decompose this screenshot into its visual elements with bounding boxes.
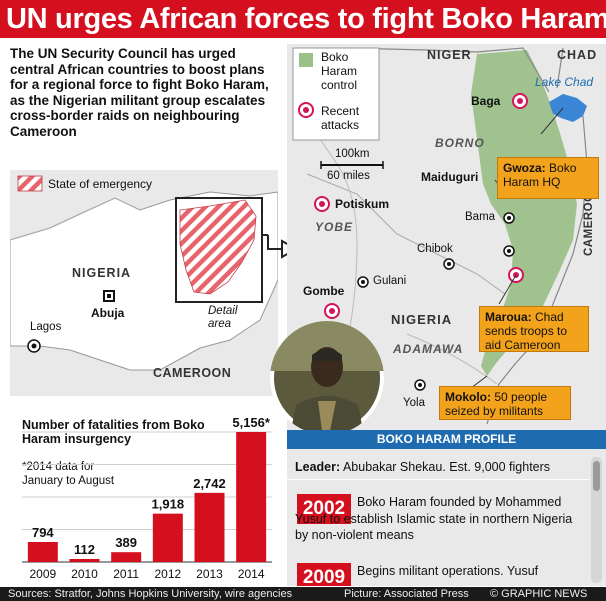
chart-category-label-2009: 2009 [29,567,56,581]
footer-picture-credit: Picture: Associated Press [344,588,469,600]
callout-mokolo-place: Mokolo: [445,390,491,404]
timeline-text-2002: Boko Haram founded by Mohammed Yusuf to … [295,495,573,542]
chart-category-label-2012: 2012 [154,567,181,581]
map-label-yobe: YOBE [315,220,354,234]
callout-maroua-text: Chad sends troops to aid Cameroon [485,310,568,352]
inset-map: State of emergency NIGERIA Abuja Lagos C… [10,170,278,396]
inset-label-nigeria: NIGERIA [72,266,132,280]
inset-label-cameroon: CAMEROON [153,366,232,380]
page-title: UN urges African forces to fight Boko Ha… [6,3,606,35]
chart-value-label-2014: 5,156* [232,415,271,430]
profile-heading: BOKO HARAM PROFILE [287,430,606,449]
map-city-gulani: Gulani [373,275,407,287]
chart-category-label-2013: 2013 [196,567,223,581]
legend-control-label: Boko Haram control [321,50,358,92]
chart-value-label-2009: 794 [32,525,54,540]
map-city-bama: Bama [465,211,496,223]
leader-photo [270,321,384,435]
timeline-year-2002: 2002 [297,494,351,524]
chart-value-label-2011: 389 [115,535,137,550]
map-city-maiduguri: Maiduguri [421,170,479,184]
map-city-potiskum: Potiskum [335,197,390,211]
map-label-adamawa: ADAMAWA [393,342,464,356]
callout-gwoza-place: Gwoza: [503,161,546,175]
scale-km: 100km [335,148,370,160]
profile-leader-label: Leader: [295,460,341,474]
map-label-chad: CHAD [557,48,598,62]
map-label-niger: NIGER [427,48,472,62]
chart-bar-2013 [194,492,225,562]
fatalities-chart: Number of fatalities from Boko Haram ins… [10,404,278,586]
profile-divider [287,479,589,480]
chart-plot: 794 2009 112 2010 389 2011 1,918 2012 2,742 2013 5… [22,415,272,581]
footer-graphic-news: © GRAPHIC NEWS [490,588,588,600]
profile-leader-text: Abubakar Shekau. Est. 9,000 fighters [342,460,551,474]
map-city-yola: Yola [403,397,425,409]
callout-mokolo: Mokolo: 50 people seized by militants [439,386,571,420]
legend-attack-icon [298,102,314,118]
callout-gwoza-text: Boko Haram HQ [503,161,577,189]
callout-gwoza: Gwoza: Boko Haram HQ [497,157,599,199]
chart-category-label-2014: 2014 [238,567,265,581]
intro-text: The UN Security Council has urged centra… [10,46,269,139]
map-city-baga: Baga [471,94,501,108]
profile-panel: Leader: Abubakar Shekau. Est. 9,000 figh… [287,449,606,586]
profile-scrollbar[interactable] [591,457,602,583]
chart-bar-2014 [236,432,267,562]
map-label-borno: BORNO [435,136,485,150]
callout-maroua: Maroua: Chad sends troops to aid Cameroo… [479,306,589,352]
inset-map-graphic [10,175,278,371]
timeline-text-2009: Begins militant operations. Yusuf [357,564,539,578]
chart-title: Number of fatalities from Boko Haram ins… [22,418,205,446]
chart-value-label-2013: 2,742 [193,476,226,491]
chart-bar-2010 [69,559,100,562]
profile-scroll-thumb[interactable] [593,461,600,491]
inset-label-detail-area: Detail area [208,305,238,330]
timeline-year-2009: 2009 [297,563,351,586]
map-label-nigeria: NIGERIA [391,312,453,327]
chart-bar-2011 [111,552,142,562]
scale-miles: 60 miles [327,170,370,182]
main-map: Boko Haram control Recent attacks 100km … [287,44,606,430]
chart-bar-2012 [152,513,183,562]
chart-category-label-2010: 2010 [71,567,98,581]
chart-bar-2009 [27,541,58,562]
callout-maroua-place: Maroua: [485,310,532,324]
legend-state-of-emergency: State of emergency [48,177,153,191]
chart-category-label-2011: 2011 [113,567,139,581]
map-city-chibok: Chibok [417,243,453,255]
inset-label-abuja: Abuja [91,306,125,320]
map-label-lake-chad: Lake Chad [535,75,594,89]
footer: Sources: Stratfor, Johns Hopkins Univers… [0,587,606,601]
legend-attacks-label: Recent attacks [321,104,360,132]
title-bar: UN urges African forces to fight Boko Ha… [0,0,606,38]
profile-leader: Leader: Abubakar Shekau. Est. 9,000 figh… [295,460,550,474]
main-map-graphic [292,47,588,425]
chart-value-label-2010: 112 [74,542,95,557]
footer-sources: Sources: Stratfor, Johns Hopkins Univers… [8,588,293,600]
inset-label-lagos: Lagos [30,321,62,333]
map-city-gombe: Gombe [303,284,345,298]
callout-mokolo-text: 50 people seized by militants [445,390,548,418]
chart-value-label-2012: 1,918 [152,497,185,512]
